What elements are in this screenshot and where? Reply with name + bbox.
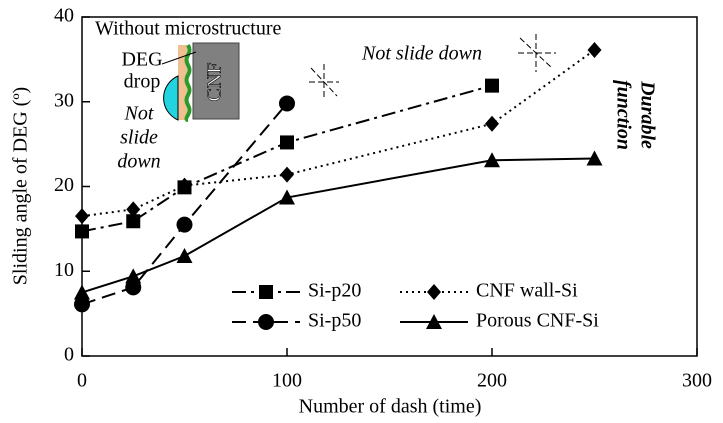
series-line <box>82 103 287 304</box>
deg-drop <box>164 76 178 120</box>
wall-label: CNF <box>204 63 226 102</box>
chart: CNF Without microstructure DEG drop Not … <box>0 0 723 423</box>
y-tick-label: 40 <box>54 5 74 27</box>
legend-label: CNF wall-Si <box>476 280 578 302</box>
drop-label: drop <box>124 71 161 93</box>
marker <box>75 224 89 238</box>
marker <box>588 42 602 58</box>
x-tick-label: 300 <box>682 370 712 392</box>
durable-note: function <box>612 80 634 150</box>
page: {"chart_data": {"type": "line", "xlabel"… <box>0 0 723 423</box>
inset-note: down <box>117 151 160 173</box>
marker <box>427 284 441 300</box>
marker <box>177 217 193 233</box>
marker <box>485 116 499 132</box>
inset-note: Not <box>124 103 154 125</box>
y-tick-label: 30 <box>54 89 74 111</box>
y-tick-label: 20 <box>54 174 74 196</box>
marker <box>259 285 273 299</box>
durable-note: Durable <box>636 80 658 149</box>
marker <box>485 79 499 93</box>
x-tick-label: 0 <box>77 370 87 392</box>
note: Not slide down <box>361 43 482 65</box>
x-tick-label: 100 <box>272 370 302 392</box>
marker <box>280 135 294 149</box>
series-line <box>82 159 595 293</box>
x-axis-label: Number of dash (time) <box>299 396 482 418</box>
y-tick-label: 0 <box>64 344 74 366</box>
y-axis-label: Sliding angle of DEG (º) <box>10 87 32 285</box>
legend-label: Si-p50 <box>308 310 361 332</box>
marker <box>177 248 193 263</box>
marker <box>280 167 294 183</box>
drop-label: DEG <box>121 49 162 71</box>
marker <box>258 314 274 330</box>
y-tick-label: 10 <box>54 259 74 281</box>
legend-label: Porous CNF-Si <box>476 310 599 332</box>
marker <box>74 284 90 299</box>
marker <box>125 268 141 283</box>
x-tick-label: 200 <box>477 370 507 392</box>
inset-note: slide <box>120 127 158 149</box>
plot-frame <box>82 17 697 356</box>
marker <box>75 208 89 224</box>
marker <box>279 95 295 111</box>
inset-title: Without microstructure <box>95 18 281 40</box>
legend-label: Si-p20 <box>308 280 361 302</box>
